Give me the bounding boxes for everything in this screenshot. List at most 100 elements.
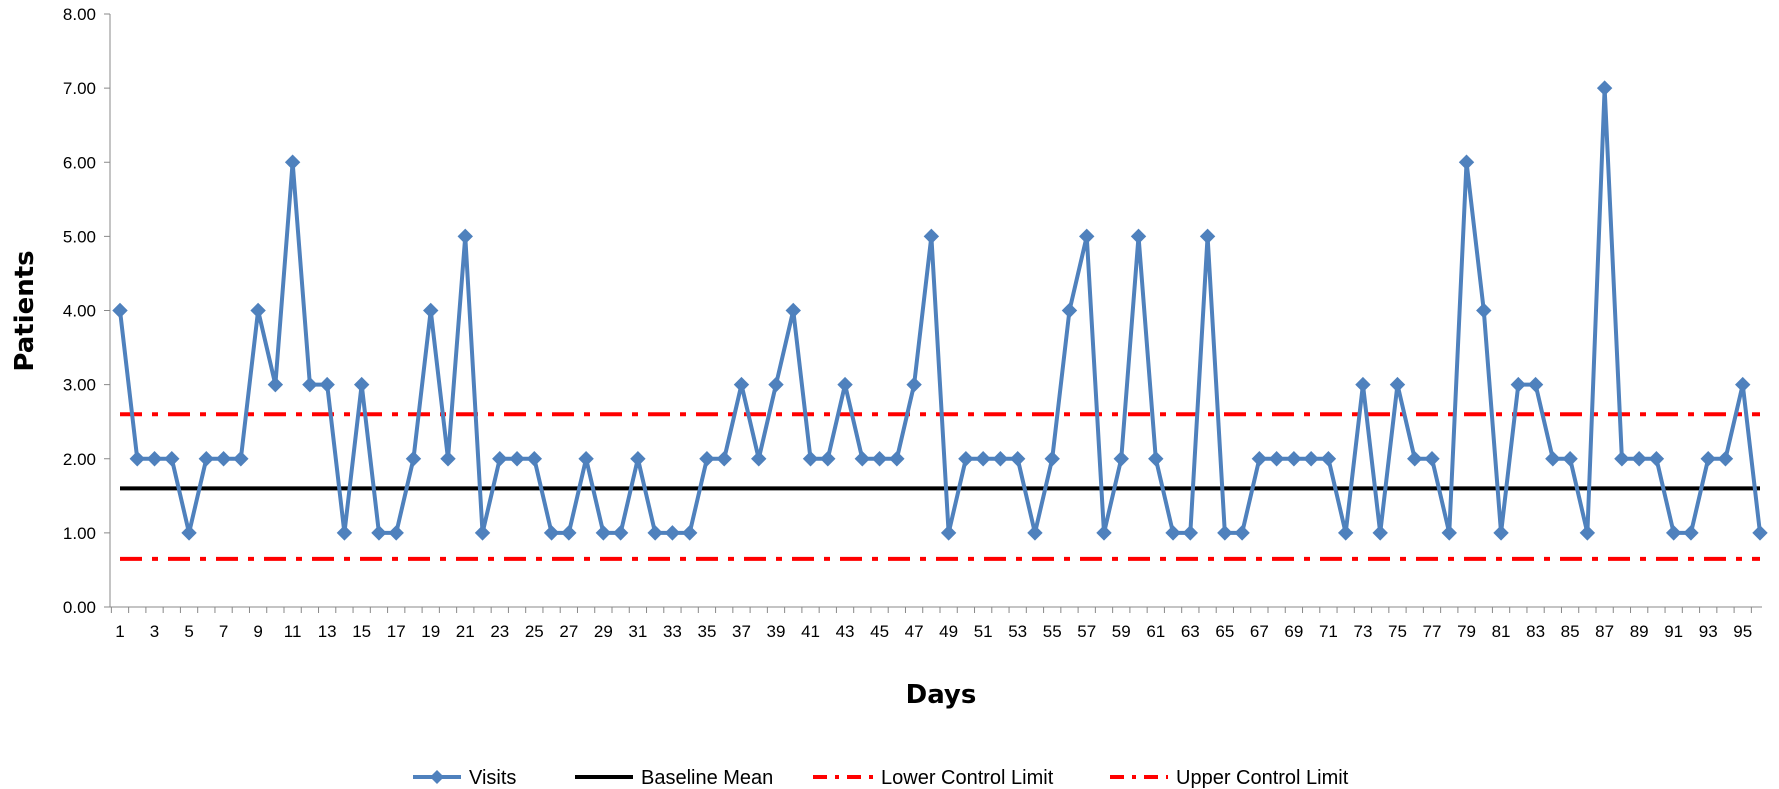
- data-point-visits: [1009, 451, 1026, 467]
- x-tick-label: 47: [905, 622, 924, 641]
- data-point-visits: [164, 451, 180, 467]
- data-point-visits: [302, 376, 318, 393]
- x-tick-label: 31: [628, 622, 647, 641]
- x-tick-label: 89: [1630, 622, 1649, 641]
- data-point-visits: [215, 451, 232, 467]
- legend-label-baseline-mean: Baseline Mean: [641, 767, 773, 789]
- data-point-visits: [1268, 451, 1285, 467]
- data-point-visits: [146, 451, 163, 467]
- data-point-visits: [1096, 525, 1112, 541]
- data-point-visits: [1545, 451, 1561, 467]
- data-point-visits: [785, 302, 801, 319]
- y-tick-label: 0.00: [63, 598, 96, 617]
- data-point-visits: [371, 525, 387, 541]
- data-point-visits: [1752, 525, 1768, 541]
- data-point-visits: [267, 376, 284, 393]
- x-tick-label: 1: [115, 622, 124, 641]
- data-point-visits: [1027, 525, 1043, 541]
- x-tick-label: 5: [184, 622, 193, 641]
- data-point-visits: [871, 451, 888, 467]
- x-tick-label: 95: [1733, 622, 1752, 641]
- x-tick-label: 91: [1664, 622, 1683, 641]
- x-tick-label: 13: [318, 622, 337, 641]
- x-tick-label: 75: [1388, 622, 1407, 641]
- data-point-visits: [906, 376, 922, 393]
- data-point-visits: [1596, 80, 1613, 96]
- data-point-visits: [405, 451, 422, 467]
- data-point-visits: [543, 525, 560, 541]
- y-tick-label: 3.00: [63, 376, 96, 395]
- data-point-visits: [716, 451, 732, 467]
- data-point-visits: [1493, 525, 1509, 541]
- x-tick-label: 3: [150, 622, 159, 641]
- x-tick-label: 15: [352, 622, 371, 641]
- data-point-visits: [474, 525, 491, 541]
- data-point-visits: [423, 302, 439, 319]
- x-tick-label: 27: [559, 622, 578, 641]
- data-point-visits: [768, 376, 784, 393]
- data-point-visits: [1631, 451, 1647, 467]
- data-point-visits: [1648, 451, 1665, 467]
- x-tick-label: 53: [1008, 622, 1027, 641]
- data-point-visits: [1665, 525, 1682, 541]
- data-point-visits: [1562, 451, 1578, 467]
- y-tick-label: 8.00: [63, 5, 96, 24]
- x-tick-label: 69: [1284, 622, 1303, 641]
- x-tick-label: 59: [1112, 622, 1131, 641]
- x-tick-label: 23: [490, 622, 509, 641]
- x-tick-label: 11: [284, 622, 302, 641]
- data-point-visits: [526, 451, 543, 467]
- data-point-visits: [1441, 525, 1457, 541]
- data-point-visits: [1303, 451, 1319, 467]
- data-point-visits: [681, 525, 698, 541]
- data-point-visits: [129, 451, 145, 467]
- data-point-visits: [889, 451, 905, 467]
- x-tick-label: 71: [1319, 622, 1338, 641]
- x-tick-label: 19: [421, 622, 440, 641]
- x-tick-label: 7: [219, 622, 228, 641]
- y-tick-label: 1.00: [63, 524, 96, 543]
- data-point-visits: [1527, 376, 1544, 393]
- data-point-visits: [1165, 525, 1181, 541]
- data-point-visits: [1182, 525, 1199, 541]
- data-point-visits: [1476, 302, 1492, 319]
- x-tick-label: 55: [1043, 622, 1062, 641]
- data-point-visits: [664, 525, 681, 541]
- data-point-visits: [1113, 451, 1129, 467]
- data-point-visits: [699, 451, 715, 467]
- data-point-visits: [940, 525, 957, 541]
- plot-area: [112, 80, 1768, 561]
- x-tick-label: 39: [767, 622, 786, 641]
- data-point-visits: [854, 451, 871, 467]
- data-point-visits: [561, 525, 577, 541]
- data-point-visits: [1717, 451, 1734, 467]
- legend-label-visits: Visits: [469, 767, 516, 789]
- data-point-visits: [1337, 525, 1354, 541]
- data-point-visits: [802, 451, 819, 467]
- legend-marker-visits: [430, 770, 444, 784]
- data-point-visits: [733, 376, 750, 393]
- data-point-visits: [1251, 451, 1268, 467]
- data-point-visits: [509, 451, 525, 467]
- data-point-visits: [1355, 376, 1371, 393]
- x-tick-label: 61: [1146, 622, 1165, 641]
- data-point-visits: [1079, 228, 1095, 245]
- x-tick-label: 87: [1595, 622, 1614, 641]
- legend-label-upper-control-limit: Upper Control Limit: [1176, 767, 1349, 789]
- x-tick-label: 45: [870, 622, 889, 641]
- legend-label-lower-control-limit: Lower Control Limit: [881, 767, 1054, 789]
- legend: Visits Baseline Mean Lower Control Limit Up…: [413, 767, 1349, 789]
- data-point-visits: [440, 451, 456, 467]
- x-tick-label: 67: [1250, 622, 1269, 641]
- data-point-visits: [492, 451, 508, 467]
- x-tick-label: 93: [1699, 622, 1718, 641]
- data-point-visits: [1130, 228, 1147, 245]
- data-point-visits: [1199, 228, 1216, 245]
- data-point-visits: [1061, 302, 1078, 319]
- x-tick-label: 35: [697, 622, 716, 641]
- x-tick-label: 65: [1215, 622, 1234, 641]
- data-point-visits: [837, 376, 853, 393]
- data-point-visits: [233, 451, 249, 467]
- data-point-visits: [1683, 525, 1699, 541]
